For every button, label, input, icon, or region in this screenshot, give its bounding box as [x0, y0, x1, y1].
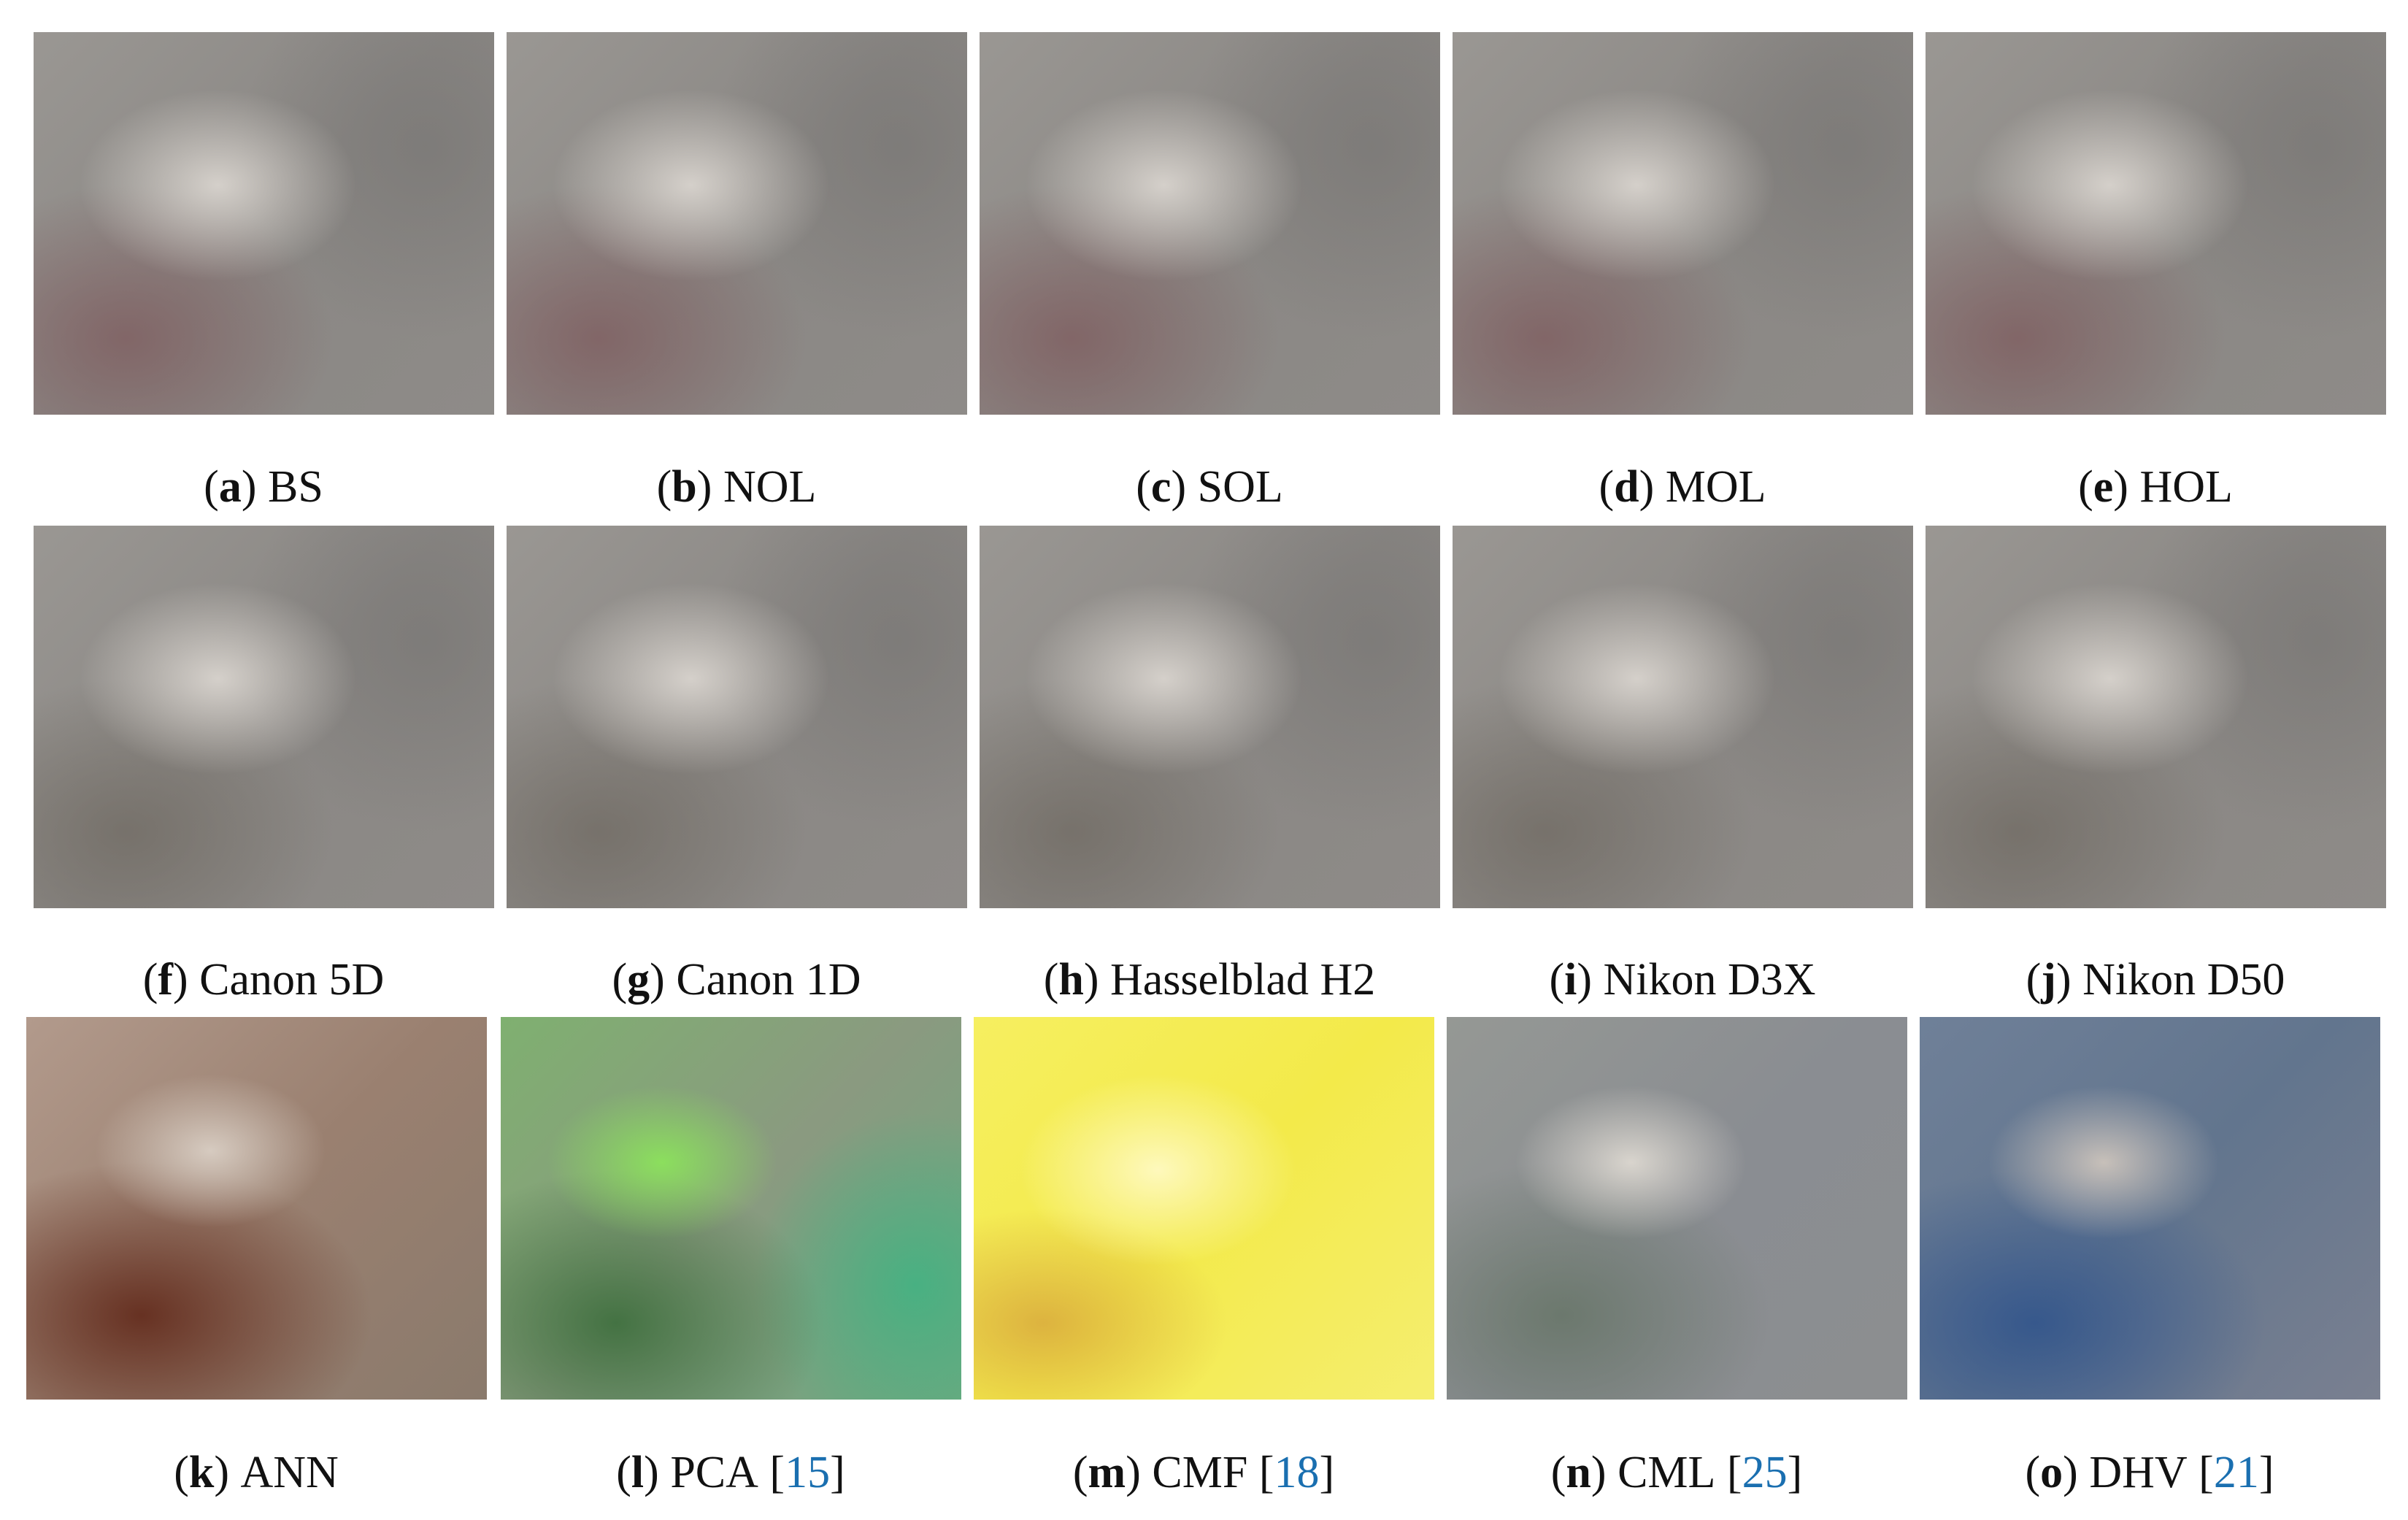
citation: 21: [2188, 1448, 2274, 1497]
panel-caption: eHOL: [1900, 462, 2408, 512]
panel-image: [1453, 526, 1913, 908]
panel-letter: i: [1549, 955, 1603, 1005]
panel-letter: k: [174, 1448, 240, 1497]
panel-caption: jNikon D50: [1900, 955, 2408, 1005]
panel-image: [507, 526, 967, 908]
panel-name: CMF: [1152, 1448, 1248, 1497]
panel-name: NOL: [723, 462, 817, 512]
panel-name: DHV: [2089, 1448, 2188, 1497]
panel-letter: m: [1073, 1448, 1152, 1497]
panel-letter: l: [616, 1448, 670, 1497]
panel-image: [974, 1017, 1434, 1400]
panel-name: Nikon D3X: [1603, 955, 1816, 1005]
panel-name: PCA: [670, 1448, 758, 1497]
panel-letter: h: [1044, 955, 1110, 1005]
panel-caption: kANN: [1, 1448, 512, 1497]
panel-name: Hasselblad H2: [1109, 955, 1376, 1005]
panel-name: BS: [267, 462, 323, 512]
panel-image: [980, 32, 1440, 415]
panel-name: Canon 1D: [676, 955, 861, 1005]
panel-letter: f: [143, 955, 199, 1005]
panel-letter: e: [2078, 462, 2139, 512]
panel-letter: b: [657, 462, 723, 512]
panel-caption: bNOL: [481, 462, 992, 512]
panel-letter: j: [2026, 955, 2082, 1005]
citation: 25: [1715, 1448, 1802, 1497]
panel-image: [1926, 32, 2386, 415]
panel-caption: gCanon 1D: [481, 955, 992, 1005]
panel-image: [980, 526, 1440, 908]
panel-letter: g: [612, 955, 677, 1005]
panel-letter: o: [2026, 1448, 2090, 1497]
panel-image: [501, 1017, 961, 1400]
panel-name: Nikon D50: [2082, 955, 2285, 1005]
panel-caption: nCML25: [1421, 1448, 1932, 1497]
citation: 18: [1247, 1448, 1334, 1497]
panel-image: [507, 32, 967, 415]
panel-caption: mCMF18: [948, 1448, 1459, 1497]
citation: 15: [758, 1448, 845, 1497]
panel-name: ANN: [240, 1448, 339, 1497]
panel-image: [1920, 1017, 2380, 1400]
panel-image: [1926, 526, 2386, 908]
panel-caption: oDHV21: [1894, 1448, 2405, 1497]
panel-image: [34, 32, 494, 415]
panel-caption: aBS: [8, 462, 519, 512]
panel-image: [1447, 1017, 1907, 1400]
panel-caption: lPCA15: [475, 1448, 986, 1497]
panel-name: MOL: [1665, 462, 1766, 512]
panel-caption: fCanon 5D: [8, 955, 519, 1005]
panel-letter: n: [1551, 1448, 1617, 1497]
panel-letter: d: [1599, 462, 1665, 512]
panel-caption: cSOL: [954, 462, 1465, 512]
panel-name: SOL: [1197, 462, 1283, 512]
panel-caption: iNikon D3X: [1427, 955, 1938, 1005]
panel-caption: dMOL: [1427, 462, 1938, 512]
panel-image: [1453, 32, 1913, 415]
panel-name: HOL: [2139, 462, 2233, 512]
panel-caption: hHasselblad H2: [954, 955, 1465, 1005]
panel-letter: a: [204, 462, 268, 512]
panel-name: CML: [1617, 1448, 1716, 1497]
panel-letter: c: [1136, 462, 1197, 512]
panel-image: [34, 526, 494, 908]
panel-image: [26, 1017, 487, 1400]
panel-name: Canon 5D: [199, 955, 385, 1005]
